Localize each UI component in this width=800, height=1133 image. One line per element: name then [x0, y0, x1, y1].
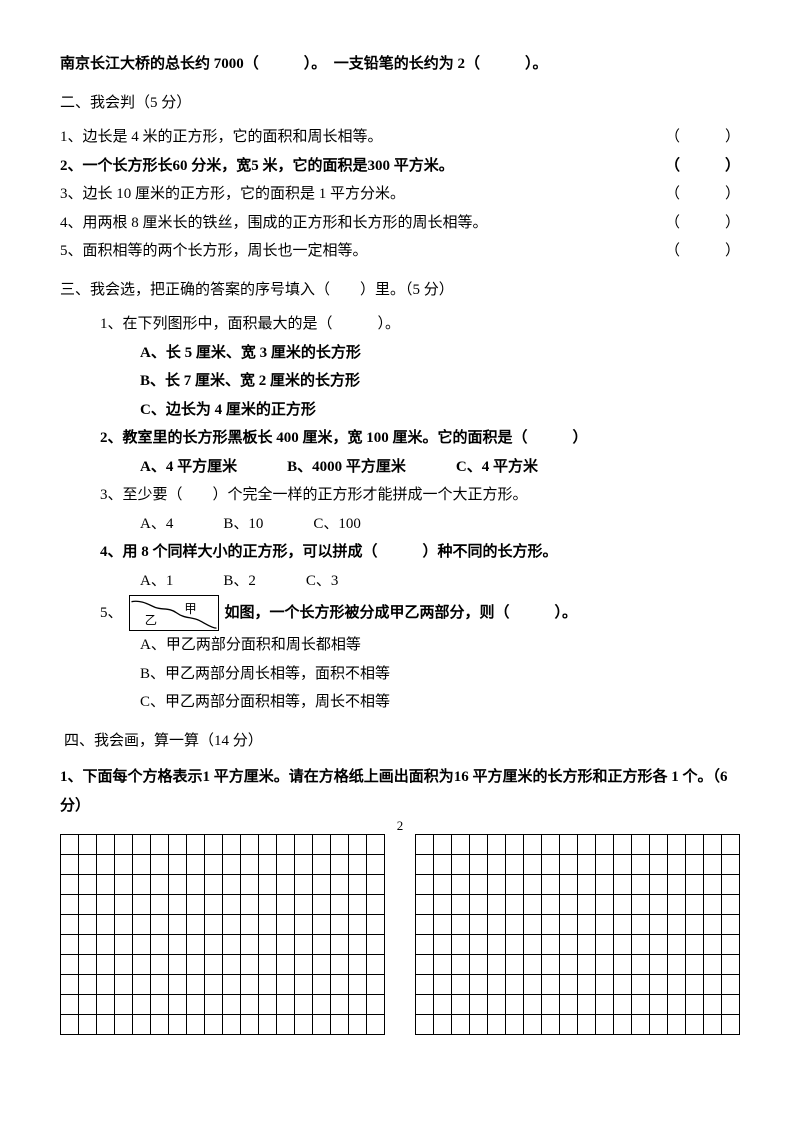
s2-item-1-bracket: （ ） [665, 123, 740, 152]
s3-q1-stem: 1、在下列图形中，面积最大的是（ ）。 [60, 310, 740, 339]
s3-q1-opt-a: A、长 5 厘米、宽 3 厘米的长方形 [60, 339, 740, 368]
s2-item-4-text: 4、用两根 8 厘米长的铁丝，围成的正方形和长方形的周长相等。 [60, 209, 488, 238]
grid-left [60, 834, 385, 1035]
s3-q2-opt-c: C、4 平方米 [456, 453, 538, 482]
s2-item-2-bracket: （ ） [665, 152, 740, 181]
s3-q3-opts: A、4 B、10 C、100 [60, 510, 740, 539]
intro-line: 南京长江大桥的总长约 7000（ ）。 一支铅笔的长约为 2（ ）。 [60, 50, 740, 79]
s3-q4-stem: 4、用 8 个同样大小的正方形，可以拼成（ ）种不同的长方形。 [60, 538, 740, 567]
s2-item-3: 3、边长 10 厘米的正方形，它的面积是 1 平方分米。 （ ） [60, 180, 740, 209]
s2-item-1: 1、边长是 4 米的正方形，它的面积和周长相等。 （ ） [60, 123, 740, 152]
grid-area: 2 [60, 834, 740, 1035]
s3-q5-figure: 甲 乙 [129, 595, 219, 631]
s3-q1-opt-c: C、边长为 4 厘米的正方形 [60, 396, 740, 425]
s3-q3-opt-b: B、10 [223, 510, 263, 539]
section4-title: 四、我会画，算一算（14 分） [60, 727, 740, 756]
s3-q2-stem: 2、教室里的长方形黑板长 400 厘米，宽 100 厘米。它的面积是（ ） [60, 424, 740, 453]
s3-q2-opt-b: B、4000 平方厘米 [287, 453, 406, 482]
s2-item-4-bracket: （ ） [665, 209, 740, 238]
q5-label-yi: 乙 [144, 613, 156, 627]
s3-q3-opt-c: C、100 [313, 510, 361, 539]
s2-item-3-bracket: （ ） [665, 180, 740, 209]
s3-q4-opt-b: B、2 [223, 567, 256, 596]
s2-item-4: 4、用两根 8 厘米长的铁丝，围成的正方形和长方形的周长相等。 （ ） [60, 209, 740, 238]
s3-q2-opts: A、4 平方厘米 B、4000 平方厘米 C、4 平方米 [60, 453, 740, 482]
s3-q3-stem: 3、至少要（ ）个完全一样的正方形才能拼成一个大正方形。 [60, 481, 740, 510]
s2-item-2-text: 2、一个长方形长60 分米，宽5 米，它的面积是300 平方米。 [60, 152, 454, 181]
s3-q3-opt-a: A、4 [140, 510, 173, 539]
section3-title: 三、我会选，把正确的答案的序号填入（ ）里。（5 分） [60, 276, 740, 305]
s3-q2-opt-a: A、4 平方厘米 [140, 453, 237, 482]
s3-q5-stem: 如图，一个长方形被分成甲乙两部分，则（ ）。 [225, 599, 578, 628]
s2-item-2: 2、一个长方形长60 分米，宽5 米，它的面积是300 平方米。 （ ） [60, 152, 740, 181]
page-number: 2 [397, 814, 404, 839]
s4-q1: 1、下面每个方格表示1 平方厘米。请在方格纸上画出面积为16 平方厘米的长方形和… [60, 763, 740, 820]
section2-title: 二、我会判（5 分） [60, 89, 740, 118]
s2-item-5-bracket: （ ） [665, 237, 740, 266]
q5-label-jia: 甲 [184, 602, 196, 616]
s3-q4-opts: A、1 B、2 C、3 [60, 567, 740, 596]
s2-item-5: 5、面积相等的两个长方形，周长也一定相等。 （ ） [60, 237, 740, 266]
s2-item-5-text: 5、面积相等的两个长方形，周长也一定相等。 [60, 237, 368, 266]
s3-q5-opt-b: B、甲乙两部分周长相等，面积不相等 [60, 660, 740, 689]
grid-right [415, 834, 740, 1035]
s3-q4-opt-a: A、1 [140, 567, 173, 596]
s2-item-1-text: 1、边长是 4 米的正方形，它的面积和周长相等。 [60, 123, 383, 152]
s2-item-3-text: 3、边长 10 厘米的正方形，它的面积是 1 平方分米。 [60, 180, 405, 209]
s3-q5-opt-c: C、甲乙两部分面积相等，周长不相等 [60, 688, 740, 717]
s3-q4-opt-c: C、3 [306, 567, 339, 596]
s3-q5-row: 5、 甲 乙 如图，一个长方形被分成甲乙两部分，则（ ）。 [60, 595, 740, 631]
s3-q5-prefix: 5、 [100, 599, 123, 628]
s3-q1-opt-b: B、长 7 厘米、宽 2 厘米的长方形 [60, 367, 740, 396]
s3-q5-opt-a: A、甲乙两部分面积和周长都相等 [60, 631, 740, 660]
